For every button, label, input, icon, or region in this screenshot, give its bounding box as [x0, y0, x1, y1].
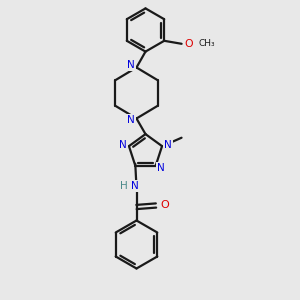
Text: O: O: [160, 200, 169, 210]
Text: CH₃: CH₃: [198, 39, 215, 48]
Text: H: H: [120, 181, 128, 191]
Text: N: N: [157, 163, 165, 173]
Text: N: N: [127, 115, 135, 125]
Text: N: N: [119, 140, 127, 150]
Text: N: N: [131, 181, 139, 191]
Text: N: N: [127, 60, 135, 70]
Text: O: O: [184, 39, 193, 49]
Text: N: N: [164, 140, 172, 150]
